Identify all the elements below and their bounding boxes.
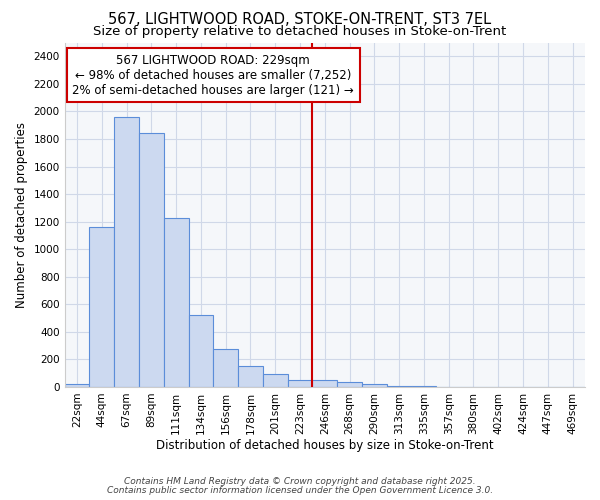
Bar <box>139 132 164 387</box>
Text: Contains public sector information licensed under the Open Government Licence 3.: Contains public sector information licen… <box>107 486 493 495</box>
Bar <box>412 386 436 387</box>
Text: 567, LIGHTWOOD ROAD, STOKE-ON-TRENT, ST3 7EL: 567, LIGHTWOOD ROAD, STOKE-ON-TRENT, ST3… <box>109 12 491 28</box>
Y-axis label: Number of detached properties: Number of detached properties <box>15 122 28 308</box>
Bar <box>65 384 89 387</box>
Text: Contains HM Land Registry data © Crown copyright and database right 2025.: Contains HM Land Registry data © Crown c… <box>124 477 476 486</box>
Bar <box>89 227 114 387</box>
Bar <box>114 117 139 387</box>
X-axis label: Distribution of detached houses by size in Stoke-on-Trent: Distribution of detached houses by size … <box>156 440 494 452</box>
Bar <box>238 366 263 387</box>
Bar <box>164 218 188 387</box>
Bar <box>337 382 362 387</box>
Text: 567 LIGHTWOOD ROAD: 229sqm
← 98% of detached houses are smaller (7,252)
2% of se: 567 LIGHTWOOD ROAD: 229sqm ← 98% of deta… <box>73 54 354 96</box>
Text: Size of property relative to detached houses in Stoke-on-Trent: Size of property relative to detached ho… <box>94 25 506 38</box>
Bar <box>313 380 337 387</box>
Bar <box>387 386 412 387</box>
Bar <box>188 316 214 387</box>
Bar <box>287 380 313 387</box>
Bar <box>362 384 387 387</box>
Bar <box>214 349 238 387</box>
Bar <box>263 374 287 387</box>
